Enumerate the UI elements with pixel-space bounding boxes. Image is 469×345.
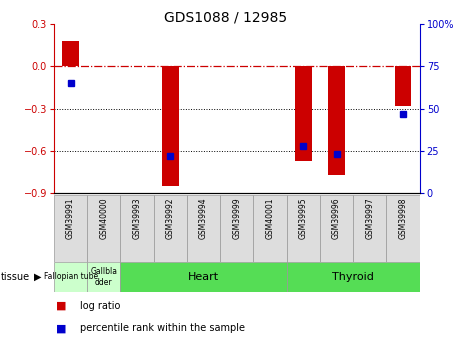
Text: GSM40001: GSM40001 [265,198,275,239]
Text: GSM39995: GSM39995 [299,198,308,239]
Bar [220,195,253,262]
Bar [253,195,287,262]
Text: GSM39999: GSM39999 [232,198,242,239]
Text: GSM39996: GSM39996 [332,198,341,239]
Bar [162,66,179,186]
Bar [54,195,87,262]
Text: GSM39998: GSM39998 [399,198,408,239]
Text: Gallbla
dder: Gallbla dder [91,267,117,287]
Bar [320,195,353,262]
Bar [87,195,121,262]
Text: percentile rank within the sample: percentile rank within the sample [80,323,245,333]
Bar [395,66,411,106]
Text: GDS1088 / 12985: GDS1088 / 12985 [164,10,287,24]
Text: GSM39993: GSM39993 [133,198,142,239]
Bar [154,195,187,262]
Text: ■: ■ [56,301,67,311]
Bar [328,66,345,175]
Text: GSM39991: GSM39991 [66,198,75,239]
Bar [87,262,121,292]
Bar [386,195,420,262]
Bar [54,262,87,292]
Bar [295,66,312,161]
Text: GSM39997: GSM39997 [365,198,374,239]
Bar [62,41,79,66]
Text: tissue: tissue [1,272,30,282]
Text: GSM39992: GSM39992 [166,198,175,239]
Bar [287,262,420,292]
Bar [287,195,320,262]
Bar [121,262,287,292]
Text: GSM40000: GSM40000 [99,198,108,239]
Text: Heart: Heart [188,272,219,282]
Bar [121,195,154,262]
Text: log ratio: log ratio [80,301,120,311]
Text: Thyroid: Thyroid [333,272,374,282]
Text: ■: ■ [56,323,67,333]
Text: ▶: ▶ [34,272,41,282]
Bar [187,195,220,262]
Text: Fallopian tube: Fallopian tube [44,272,98,282]
Bar [353,195,386,262]
Text: GSM39994: GSM39994 [199,198,208,239]
